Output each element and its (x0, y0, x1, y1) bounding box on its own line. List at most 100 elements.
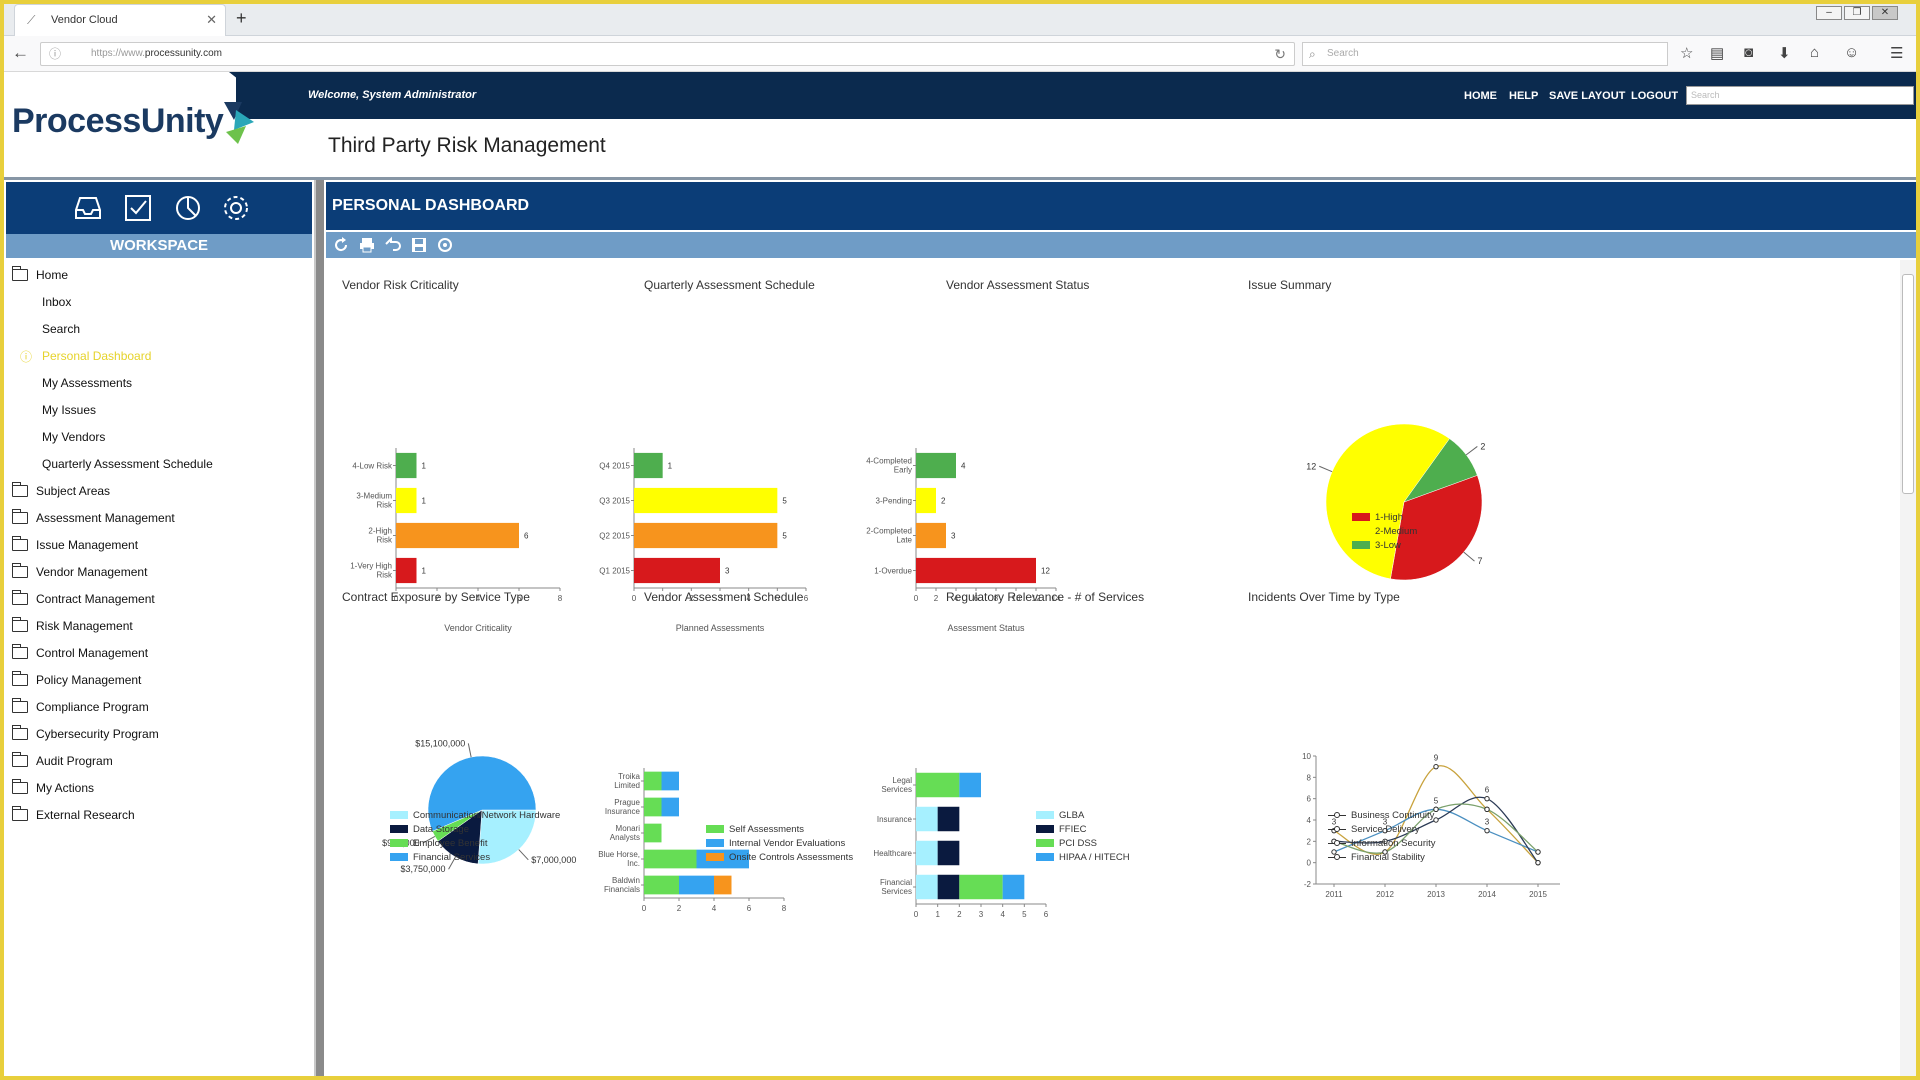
back-icon[interactable]: ← (12, 43, 29, 62)
sidebar-item-issue-management[interactable]: Issue Management (11, 536, 138, 552)
chart-title-regulatory: Regulatory Relevance - # of Services (946, 590, 1145, 604)
sidebar-item-contract-management[interactable]: Contract Management (11, 590, 155, 606)
sidebar: WORKSPACE Home Inbox Search ⓘ Personal Dash… (4, 180, 316, 1076)
x-tick-label: 14 (1052, 594, 1061, 603)
category-label: Services (881, 785, 912, 794)
help-link[interactable]: HELP (1509, 90, 1539, 102)
gear-icon[interactable] (220, 192, 252, 224)
pie-slice (477, 809, 537, 865)
chart-title-issue-summary: Issue Summary (1248, 278, 1332, 292)
menu-icon[interactable]: ☰ (1890, 45, 1904, 62)
save-icon[interactable] (410, 236, 428, 254)
bar-segment (959, 874, 1003, 900)
sidebar-item-control-management[interactable]: Control Management (11, 644, 149, 660)
legend-swatch (706, 839, 724, 847)
close-window-icon[interactable]: ✕ (1872, 6, 1898, 20)
y-tick-label: 10 (1302, 752, 1311, 761)
data-label: 3 (725, 567, 730, 576)
sidebar-item-assessment-management[interactable]: Assessment Management (11, 509, 175, 525)
legend-label: HIPAA / HITECH (1059, 852, 1130, 863)
scrollbar-thumb[interactable] (1902, 274, 1914, 494)
legend-label: Communication/Network Hardware (413, 810, 561, 821)
sidebar-item-risk-management[interactable]: Risk Management (11, 617, 133, 633)
category-label: 4-Low Risk (352, 462, 393, 471)
chart-icon[interactable] (172, 192, 204, 224)
sidebar-item-personal-dashboard[interactable]: ⓘ Personal Dashboard (20, 349, 151, 364)
pie-value-label: $15,100,000 (415, 738, 465, 748)
sidebar-item-label: Subject Areas (36, 484, 111, 498)
app-search-input[interactable]: Search (1686, 86, 1914, 105)
legend-item: PCI DSS (1036, 838, 1130, 852)
chart-title-incidents: Incidents Over Time by Type (1248, 590, 1400, 604)
y-tick-label: -2 (1304, 880, 1312, 889)
reload-icon[interactable]: ↻ (1274, 46, 1286, 62)
checklist-icon[interactable] (122, 192, 154, 224)
sidebar-item-quarterly-assessment-schedule[interactable]: Quarterly Assessment Schedule (42, 457, 213, 471)
close-tab-icon[interactable]: ✕ (206, 12, 217, 27)
save-layout-link[interactable]: SAVE LAYOUT (1549, 90, 1626, 102)
bar-segment (1002, 874, 1025, 900)
minimize-icon[interactable]: – (1816, 6, 1842, 20)
maximize-icon[interactable]: ❐ (1844, 6, 1870, 20)
sidebar-item-my-vendors[interactable]: My Vendors (42, 430, 105, 444)
sidebar-item-search[interactable]: Search (42, 322, 80, 336)
sidebar-item-audit-program[interactable]: Audit Program (11, 752, 113, 768)
browser-search-input[interactable]: ⌕ Search (1302, 42, 1668, 66)
sidebar-item-label: Control Management (36, 646, 149, 660)
star-icon[interactable]: ☆ (1680, 45, 1694, 62)
folder-icon (11, 482, 28, 497)
pocket-icon[interactable]: ◙ (1744, 44, 1754, 61)
reading-list-icon[interactable]: ▤ (1710, 45, 1725, 62)
panel-resize-handle[interactable] (316, 180, 324, 1076)
category-label: Monari (616, 824, 641, 833)
inbox-icon[interactable] (72, 192, 104, 224)
page-title: Third Party Risk Management (328, 134, 606, 157)
sidebar-item-inbox[interactable]: Inbox (42, 295, 71, 309)
sidebar-item-label: External Research (36, 808, 135, 822)
legend-item: Employee Benefit (390, 838, 560, 852)
sidebar-item-label: Policy Management (36, 673, 142, 687)
settings-refresh-icon[interactable] (436, 236, 454, 254)
url-prefix: https://www. (91, 48, 145, 59)
sidebar-item-my-assessments[interactable]: My Assessments (42, 376, 132, 390)
sidebar-item-cybersecurity-program[interactable]: Cybersecurity Program (11, 725, 159, 741)
sidebar-item-subject-areas[interactable]: Subject Areas (11, 482, 111, 498)
undo-icon[interactable] (384, 236, 402, 254)
refresh-icon[interactable] (332, 236, 350, 254)
pie-leader-line (518, 849, 529, 861)
x-tick-label: 0 (642, 904, 647, 913)
category-label: Financial (880, 878, 912, 887)
category-label: Services (881, 887, 912, 896)
series-point (1331, 849, 1337, 855)
download-icon[interactable]: ⬇ (1778, 45, 1791, 62)
legend-swatch (1328, 839, 1346, 847)
sidebar-item-home[interactable]: Home (11, 266, 68, 282)
home-icon[interactable]: ⌂ (1810, 44, 1820, 61)
home-link[interactable]: HOME (1464, 90, 1497, 102)
sidebar-item-compliance-program[interactable]: Compliance Program (11, 698, 149, 714)
chat-icon[interactable]: ☺ (1844, 44, 1860, 61)
new-tab-icon[interactable]: + (236, 8, 247, 28)
browser-tab[interactable]: ⟋ Vendor Cloud ✕ (14, 4, 226, 36)
page-favicon-icon: ⟋ (27, 13, 36, 27)
sidebar-item-my-actions[interactable]: My Actions (11, 779, 94, 795)
chart-title-vendor-schedule: Vendor Assessment Schedule (644, 590, 804, 604)
legend-contract-exposure: Communication/Network Hardware Data Stora… (390, 810, 560, 866)
print-icon[interactable] (358, 236, 376, 254)
category-label: 1-Very High (350, 562, 392, 571)
logout-link[interactable]: LOGOUT (1631, 90, 1679, 102)
sidebar-item-external-research[interactable]: External Research (11, 806, 135, 822)
bar-segment (959, 772, 981, 798)
folder-icon (11, 590, 28, 605)
x-tick-label: 2 (677, 904, 682, 913)
legend-item: 2-Medium (1352, 526, 1417, 540)
sidebar-item-my-issues[interactable]: My Issues (42, 403, 96, 417)
url-bar[interactable]: ⓘ https://www.processunity.com ↻ (40, 42, 1295, 66)
series-point (1535, 859, 1541, 866)
sidebar-item-vendor-management[interactable]: Vendor Management (11, 563, 147, 579)
data-label: 1 (668, 462, 673, 471)
bar-segment (714, 875, 732, 895)
sidebar-item-policy-management[interactable]: Policy Management (11, 671, 142, 687)
scrollbar[interactable] (1900, 260, 1916, 1076)
legend-incidents: Business Continuity Service Delivery Infor… (1328, 810, 1435, 866)
